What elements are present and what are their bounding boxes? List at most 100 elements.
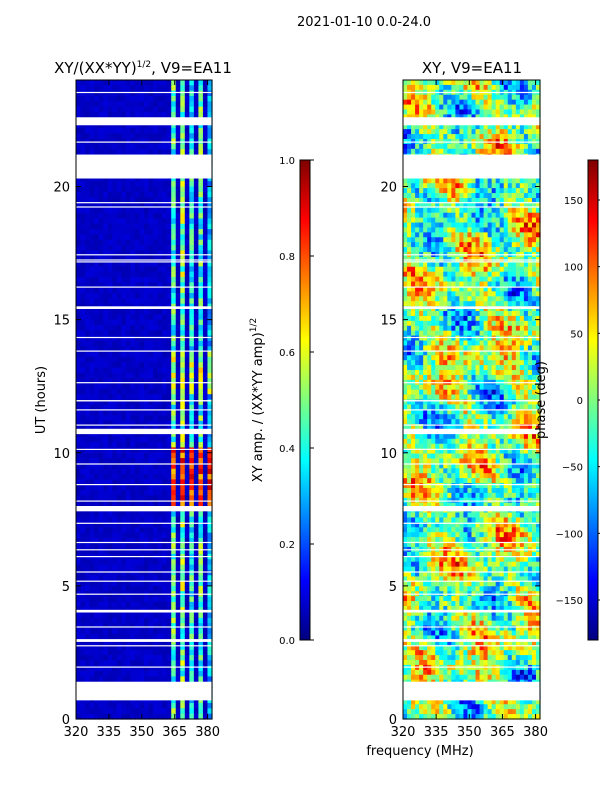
heatmap-cell xyxy=(488,213,493,219)
heatmap-cell xyxy=(81,495,86,501)
heatmap-cell xyxy=(423,237,428,243)
heatmap-cell xyxy=(185,224,190,230)
heatmap-cell xyxy=(153,485,158,491)
left-title-main: XY/(XX*YY) xyxy=(54,59,137,77)
heatmap-cell xyxy=(76,618,81,624)
heatmap-cell xyxy=(99,458,104,464)
heatmap-cell xyxy=(139,495,144,501)
heatmap-cell xyxy=(103,187,108,193)
heatmap-cell xyxy=(512,105,517,111)
heatmap-cell xyxy=(185,490,190,496)
heatmap-cell xyxy=(435,237,440,243)
heatmap-cell xyxy=(203,543,208,549)
heatmap-cell xyxy=(121,623,126,629)
heatmap-cell xyxy=(149,144,154,150)
heatmap-cell xyxy=(198,362,203,368)
heatmap-cell xyxy=(194,192,199,198)
heatmap-cell xyxy=(488,85,493,91)
heatmap-cell xyxy=(403,218,408,224)
heatmap-cell xyxy=(112,272,117,278)
heatmap-cell xyxy=(528,227,533,233)
heatmap-cell xyxy=(139,96,144,102)
heatmap-cell xyxy=(81,245,86,251)
flagged-line xyxy=(76,549,212,550)
heatmap-cell xyxy=(130,495,135,501)
heatmap-cell xyxy=(171,373,176,379)
heatmap-cell xyxy=(463,188,468,194)
heatmap-cell xyxy=(167,373,172,379)
heatmap-cell xyxy=(407,149,412,155)
heatmap-cell xyxy=(76,517,81,523)
heatmap-cell xyxy=(504,85,509,91)
heatmap-cell xyxy=(524,95,529,101)
heatmap-cell xyxy=(162,256,167,262)
heatmap-cell xyxy=(149,234,154,240)
heatmap-cell xyxy=(455,213,460,219)
heatmap-cell xyxy=(94,128,99,134)
heatmap-cell xyxy=(198,703,203,709)
heatmap-cell xyxy=(463,232,468,238)
heatmap-cell xyxy=(467,227,472,233)
heatmap-cell xyxy=(171,336,176,342)
heatmap-cell xyxy=(484,237,489,243)
heatmap-cell xyxy=(463,100,468,106)
heatmap-cell xyxy=(162,187,167,193)
heatmap-cell xyxy=(508,80,513,86)
heatmap-cell xyxy=(81,133,86,139)
heatmap-cell xyxy=(435,183,440,189)
heatmap-cell xyxy=(423,149,428,155)
heatmap-cell xyxy=(90,357,95,363)
heatmap-cell xyxy=(99,575,104,581)
heatmap-cell xyxy=(81,602,86,608)
heatmap-cell xyxy=(94,495,99,501)
heatmap-cell xyxy=(85,676,90,682)
heatmap-cell xyxy=(176,293,181,299)
heatmap-cell xyxy=(130,421,135,427)
heatmap-cell xyxy=(171,517,176,523)
heatmap-cell xyxy=(516,144,521,150)
heatmap-cell xyxy=(500,232,505,238)
heatmap-cell xyxy=(135,565,140,571)
heatmap-cell xyxy=(108,469,113,475)
heatmap-cell xyxy=(99,250,104,256)
heatmap-cell xyxy=(76,309,81,315)
heatmap-cell xyxy=(516,262,521,268)
heatmap-cell xyxy=(135,187,140,193)
heatmap-cell xyxy=(149,224,154,230)
heatmap-cell xyxy=(158,213,163,219)
heatmap-cell xyxy=(149,559,154,565)
heatmap-cell xyxy=(203,671,208,677)
heatmap-cell xyxy=(512,242,517,248)
heatmap-cell xyxy=(403,188,408,194)
heatmap-cell xyxy=(121,613,126,619)
heatmap-cell xyxy=(180,565,185,571)
heatmap-cell xyxy=(126,618,131,624)
heatmap-cell xyxy=(139,671,144,677)
heatmap-cell xyxy=(516,134,521,140)
heatmap-cell xyxy=(108,703,113,709)
heatmap-cell xyxy=(130,133,135,139)
heatmap-cell xyxy=(528,213,533,219)
heatmap-cell xyxy=(85,256,90,262)
heatmap-cell xyxy=(443,208,448,214)
heatmap-cell xyxy=(81,373,86,379)
heatmap-cell xyxy=(139,112,144,118)
heatmap-cell xyxy=(149,277,154,283)
heatmap-cell xyxy=(162,447,167,453)
heatmap-cell xyxy=(81,634,86,640)
heatmap-cell xyxy=(532,129,537,135)
heatmap-cell xyxy=(447,188,452,194)
heatmap-cell xyxy=(149,453,154,459)
heatmap-cell xyxy=(112,485,117,491)
heatmap-cell xyxy=(121,341,126,347)
heatmap-cell xyxy=(167,144,172,150)
heatmap-cell xyxy=(171,314,176,320)
heatmap-cell xyxy=(76,533,81,539)
heatmap-cell xyxy=(167,128,172,134)
heatmap-cell xyxy=(144,575,149,581)
heatmap-cell xyxy=(144,101,149,107)
heatmap-cell xyxy=(463,134,468,140)
heatmap-cell xyxy=(149,357,154,363)
heatmap-cell xyxy=(176,602,181,608)
heatmap-cell xyxy=(99,671,104,677)
